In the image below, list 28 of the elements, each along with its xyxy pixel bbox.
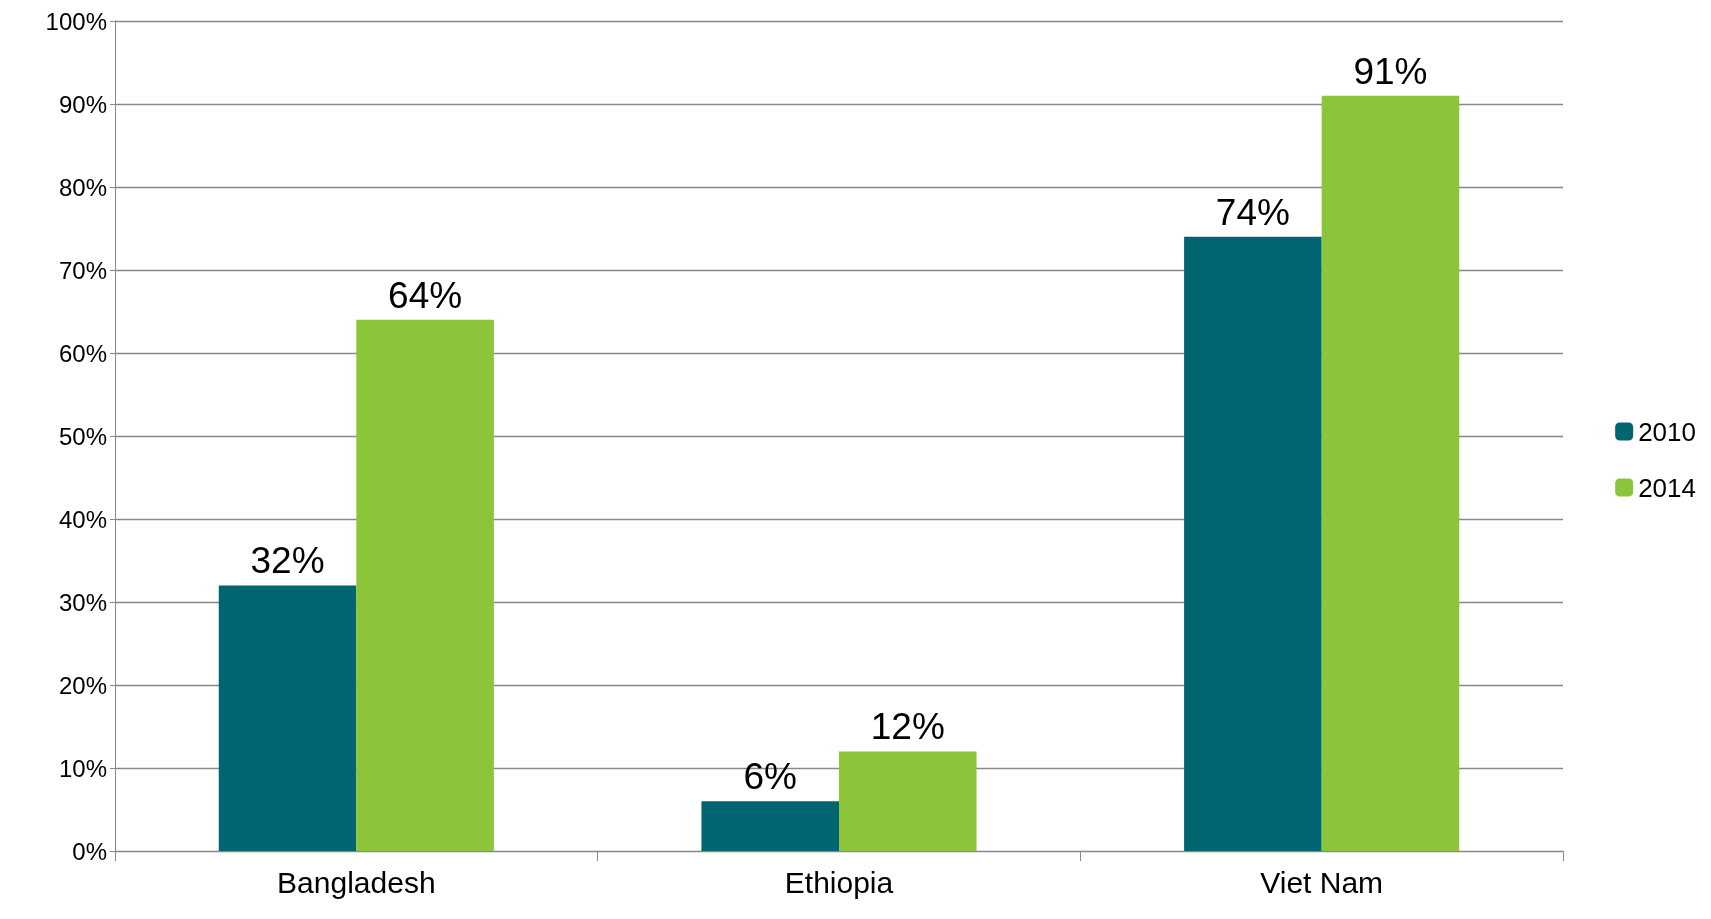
- bar: [839, 751, 977, 851]
- y-tick-label: 0%: [72, 837, 107, 865]
- y-tick-label: 100%: [45, 7, 107, 35]
- x-tick-label: Ethiopia: [784, 865, 894, 899]
- y-tick-label: 40%: [58, 505, 107, 533]
- y-tick-label: 90%: [58, 90, 107, 118]
- bar: [1184, 236, 1322, 851]
- data-label: 74%: [1215, 191, 1290, 233]
- data-label: 64%: [388, 274, 463, 316]
- y-tick-label: 20%: [58, 671, 107, 699]
- y-tick-label: 50%: [58, 422, 107, 450]
- bar: [356, 319, 494, 851]
- bar: [218, 585, 357, 851]
- y-tick-label: 60%: [58, 339, 107, 367]
- y-tick-label: 10%: [58, 754, 107, 782]
- legend-label: 2014: [1638, 472, 1696, 503]
- data-label: 91%: [1353, 50, 1428, 92]
- bar: [701, 801, 839, 851]
- data-label: 6%: [743, 756, 797, 798]
- bar: [1321, 95, 1460, 851]
- data-label: 32%: [250, 540, 325, 582]
- y-tick-label: 70%: [58, 256, 107, 284]
- x-tick-label: Bangladesh: [277, 865, 436, 899]
- data-label: 12%: [870, 706, 945, 748]
- y-tick-label: 80%: [58, 173, 107, 201]
- x-tick-label: Viet Nam: [1260, 865, 1384, 899]
- y-tick-label: 30%: [58, 588, 107, 616]
- legend-label: 2010: [1638, 416, 1696, 447]
